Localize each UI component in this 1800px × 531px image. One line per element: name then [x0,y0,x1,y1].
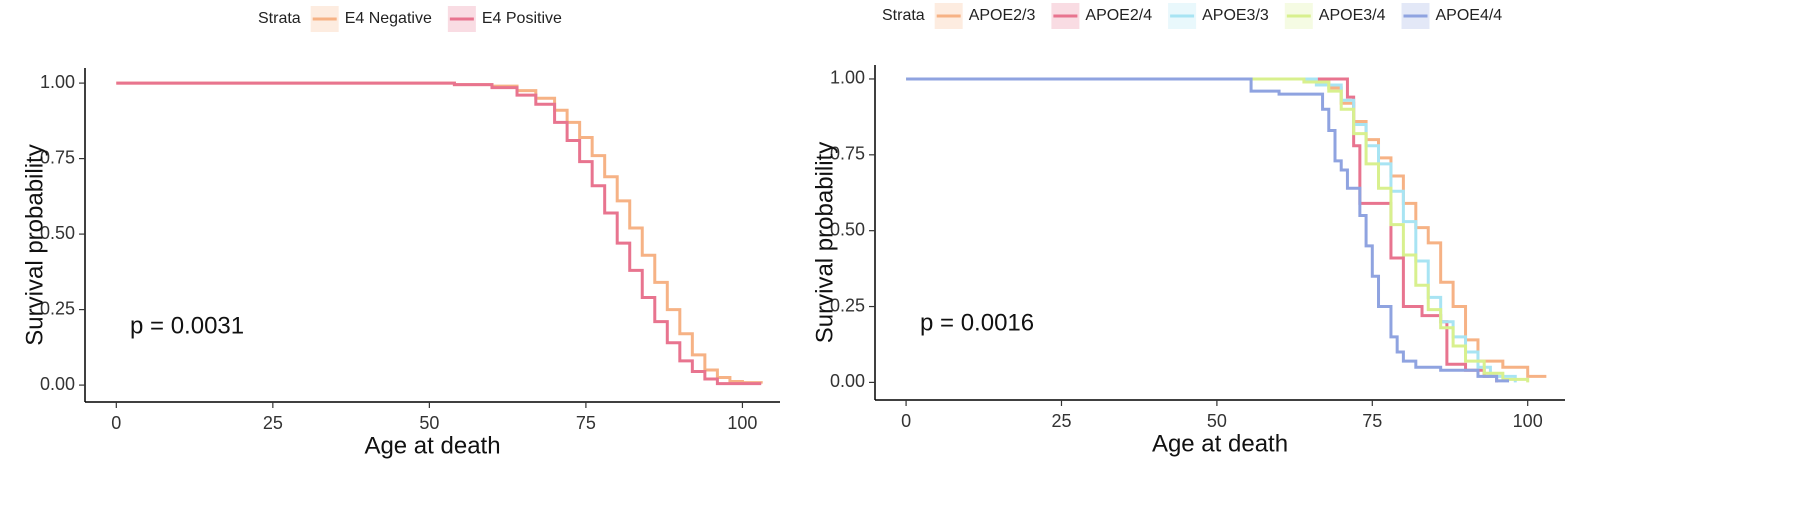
survival-curve [906,77,1510,383]
x-tick-label: 50 [419,413,439,433]
y-axis-title: Survival probability [811,142,838,343]
survival-curve [116,81,762,386]
p-value-annotation: p = 0.0016 [920,309,1034,336]
survival-curve [906,77,1530,383]
legend-label: APOE2/3 [969,7,1036,24]
legend: Strata APOE2/3 APOE2/4 APOE3/3 APOE3/4 APOE4/… [882,3,1502,29]
y-axis-title: Survival probability [21,144,48,345]
chart-panel: 0.00 0.25 0.50 0.75 1.00 0 25 50 75 100 Age at dea… [21,6,780,459]
y-tick-label: 0.50 [830,219,865,239]
y-tick-label: 0.25 [40,298,75,318]
legend-label: APOE2/4 [1085,7,1152,24]
y-tick-label: 0.25 [830,295,865,315]
x-tick-label: 100 [1513,411,1543,431]
legend-title: Strata [258,10,301,27]
y-tick-label: 0.00 [830,371,865,391]
legend-label: APOE3/3 [1202,7,1269,24]
x-axis-title: Age at death [364,432,500,459]
y-tick-label: 0.75 [40,147,75,167]
survival-curve [906,77,1517,383]
x-tick-label: 0 [111,413,121,433]
legend-title: Strata [882,7,925,24]
y-tick-label: 1.00 [40,72,75,92]
chart-panel: 0.00 0.25 0.50 0.75 1.00 0 25 50 75 100 Age at dea… [811,3,1565,457]
survival-curve [906,77,1499,383]
legend-label: E4 Positive [482,10,562,27]
x-tick-label: 0 [901,411,911,431]
p-value-annotation: p = 0.0031 [130,312,244,339]
legend-label: APOE3/4 [1319,7,1386,24]
legend-label: APOE4/4 [1436,7,1503,24]
x-tick-label: 50 [1207,411,1227,431]
x-tick-label: 75 [1362,411,1382,431]
y-tick-label: 0.00 [40,374,75,394]
legend: Strata E4 Negative E4 Positive [258,6,562,32]
survival-curve [116,81,763,385]
y-tick-label: 1.00 [830,68,865,88]
x-tick-label: 25 [263,413,283,433]
y-tick-label: 0.75 [830,144,865,164]
x-tick-label: 100 [727,413,757,433]
y-tick-label: 0.50 [40,223,75,243]
legend-label: E4 Negative [345,10,432,27]
x-tick-label: 25 [1051,411,1071,431]
x-axis-title: Age at death [1152,430,1288,457]
x-tick-label: 75 [576,413,596,433]
